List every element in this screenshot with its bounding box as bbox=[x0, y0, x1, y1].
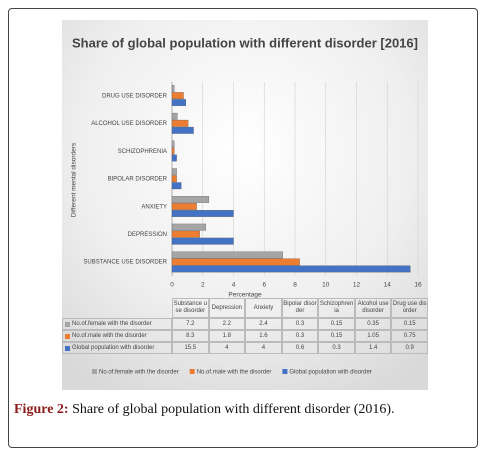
figure-frame bbox=[8, 8, 478, 448]
x-tick-label: 16 bbox=[414, 282, 422, 289]
chart-title: Share of global population with differen… bbox=[72, 35, 418, 50]
table-cell: 0.6 bbox=[281, 342, 319, 354]
table-cell: 0.35 bbox=[354, 318, 392, 330]
x-tick-label: 4 bbox=[232, 282, 236, 289]
table-cell: 0.3 bbox=[281, 318, 319, 330]
table-cell: 8.3 bbox=[172, 330, 209, 342]
bar bbox=[171, 119, 189, 127]
y-tick-label: DRUG USE DISORDER bbox=[102, 93, 168, 99]
x-tick-label: 0 bbox=[170, 282, 174, 289]
caption: Figure 2: Share of global population wit… bbox=[14, 402, 395, 418]
table-row-header: No.of.female with the disorder bbox=[62, 318, 172, 330]
table-cell: 1.8 bbox=[208, 330, 246, 342]
bar bbox=[171, 182, 182, 190]
x-tick-label: 10 bbox=[322, 282, 330, 289]
legend-swatch bbox=[65, 321, 70, 327]
table-row-header: Global population with disorder bbox=[62, 342, 172, 354]
y-tick-label: BIPOLAR DISORDER bbox=[108, 177, 168, 183]
table-cell: 2.2 bbox=[208, 318, 246, 330]
bar bbox=[171, 126, 194, 134]
table-column-header: Drug use disorder bbox=[391, 298, 428, 318]
legend-swatch bbox=[65, 333, 70, 339]
bar bbox=[171, 85, 175, 93]
table-cell: 0.15 bbox=[318, 330, 355, 342]
table-cell: 4 bbox=[245, 342, 282, 354]
x-tick-label: 6 bbox=[262, 282, 266, 289]
bar bbox=[171, 251, 283, 259]
caption-label: Figure 2: bbox=[14, 402, 69, 417]
bar bbox=[171, 258, 300, 266]
bar bbox=[171, 147, 175, 155]
table-cell: 7.2 bbox=[172, 318, 209, 330]
bar bbox=[171, 210, 234, 217]
table-column-header: Alcohol use disorder bbox=[354, 298, 392, 318]
table-column-header: Schizophrenia bbox=[318, 298, 355, 318]
table-cell: 0.3 bbox=[281, 330, 319, 342]
table-column-header: Bipolar disorder bbox=[281, 298, 319, 318]
x-tick-label: 2 bbox=[201, 282, 205, 289]
table-cell: 1.6 bbox=[245, 330, 282, 342]
bar bbox=[171, 92, 184, 100]
bar bbox=[171, 154, 177, 162]
y-tick-label: SCHIZOPHRENIA bbox=[118, 149, 167, 155]
legend-swatch bbox=[189, 369, 195, 374]
legend-swatch bbox=[282, 369, 288, 374]
bar bbox=[171, 112, 178, 120]
bar bbox=[171, 223, 206, 231]
table-cell: 1.05 bbox=[354, 330, 392, 342]
y-tick-label: ANXIETY bbox=[141, 204, 167, 210]
row-label: No.of.female with the disorder bbox=[72, 320, 152, 327]
legend-label: No.of.female with the disorder bbox=[99, 370, 179, 376]
y-tick-label: ALCOHOL USE DISORDER bbox=[91, 121, 167, 127]
x-tick-label: 12 bbox=[353, 282, 361, 289]
legend-swatch bbox=[92, 369, 97, 374]
table-row-header: No.of.male with the disorder bbox=[62, 330, 172, 342]
y-axis-label: Different mental disorders bbox=[71, 142, 78, 217]
bar bbox=[171, 196, 210, 203]
bar bbox=[171, 99, 186, 107]
y-tick-label: DEPRESSION bbox=[128, 232, 167, 238]
table-column-header: Anxiety bbox=[245, 298, 282, 318]
bar bbox=[171, 265, 411, 273]
x-axis-label: Percentage bbox=[228, 292, 262, 299]
legend-label: Global population with disorder bbox=[289, 370, 371, 376]
table-cell: 0.3 bbox=[318, 342, 355, 354]
table-cell: 2.4 bbox=[245, 318, 282, 330]
table-cell: 0.75 bbox=[391, 330, 428, 342]
y-tick-label: SUBSTANCE USE DISORDER bbox=[83, 260, 167, 266]
x-tick-label: 8 bbox=[293, 282, 297, 289]
bar bbox=[171, 175, 177, 183]
caption-text: Share of global population with differen… bbox=[72, 402, 395, 417]
x-tick-label: 14 bbox=[384, 282, 392, 289]
table-cell: 4 bbox=[208, 342, 246, 354]
legend-swatch bbox=[65, 345, 70, 351]
table-cell: 0.9 bbox=[391, 342, 428, 354]
row-label: No.of.male with the disorder bbox=[72, 332, 147, 339]
table-cell: 0.15 bbox=[391, 318, 428, 330]
bar bbox=[171, 140, 175, 148]
table-cell: 15.5 bbox=[172, 342, 209, 354]
bar bbox=[171, 237, 234, 245]
table-cell: 1.4 bbox=[354, 342, 392, 354]
row-label: Global population with disorder bbox=[72, 344, 155, 351]
bar bbox=[171, 230, 200, 238]
table-cell: 0.15 bbox=[318, 318, 355, 330]
table-column-header: Substance use disorder bbox=[172, 298, 209, 318]
bar bbox=[171, 203, 197, 210]
bar bbox=[171, 168, 177, 176]
table-column-header: Depression bbox=[208, 298, 246, 318]
legend-label: No.of.male with the disorder bbox=[197, 370, 272, 376]
